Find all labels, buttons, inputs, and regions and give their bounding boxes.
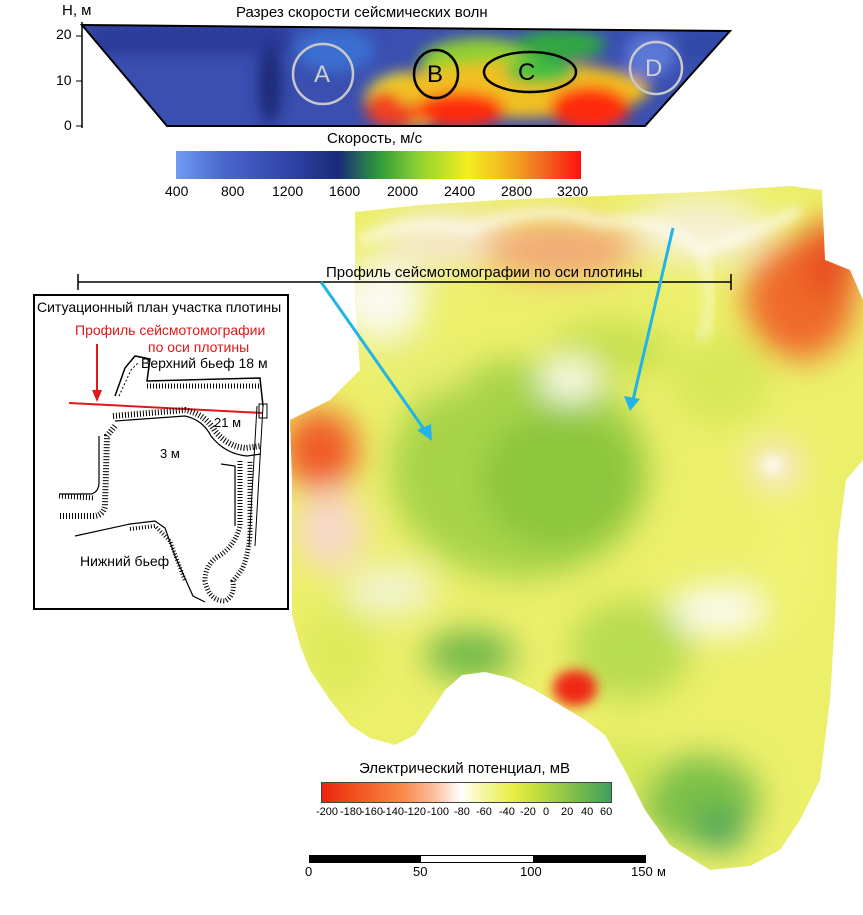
- scale-bar: [309, 855, 646, 863]
- velocity-colorbar-title: Скорость, м/с: [327, 130, 423, 147]
- scale-tick-0: 0: [305, 864, 313, 879]
- potential-tick: -60: [476, 806, 492, 818]
- inset-profile-line: [68, 402, 264, 414]
- scale-tick-150: 150: [631, 864, 653, 879]
- potential-tick: 20: [561, 806, 574, 818]
- potential-colorbar-ticks: -200 -180 -160 -140 -120 -100 -80 -60 -4…: [316, 806, 616, 822]
- velocity-tick-2000: 2000: [387, 183, 419, 199]
- inset-depth-21: 21 м: [214, 415, 242, 430]
- potential-tick: -140: [382, 806, 405, 818]
- potential-tick: -180: [340, 806, 363, 818]
- right-arrow: [631, 227, 675, 401]
- inset-depth-3: 3 м: [160, 446, 180, 461]
- velocity-tick-400: 400: [165, 183, 189, 199]
- inset-frame: [33, 294, 289, 610]
- scale-tick-50: 50: [413, 864, 428, 879]
- velocity-tick-1200: 1200: [272, 183, 304, 199]
- velocity-colorbar: [176, 151, 581, 179]
- inset-profile-label-1: Профиль сейсмотомографии: [75, 322, 266, 338]
- potential-tick: -120: [404, 806, 427, 818]
- inset-profile-label-2: по оси плотины: [148, 339, 250, 355]
- zone-c-marker: [482, 50, 578, 94]
- inset-plan: [58, 344, 268, 604]
- map-profile-label: Профиль сейсмотомографии по оси плотины: [326, 264, 643, 281]
- potential-tick: -80: [454, 806, 470, 818]
- section-y-tick-10: 10: [56, 72, 72, 88]
- left-arrow: [319, 281, 428, 433]
- potential-tick: -200: [316, 806, 339, 818]
- velocity-tick-2400: 2400: [444, 183, 476, 199]
- potential-colorbar: [321, 782, 612, 803]
- velocity-tick-2800: 2800: [501, 183, 533, 199]
- potential-tick: 60: [600, 806, 613, 818]
- section-title: Разрез скорости сейсмических волн: [236, 4, 488, 21]
- zone-b-marker: [412, 48, 460, 100]
- inset-upper-pool: Верхний бьеф 18 м: [141, 355, 268, 371]
- section-outline: [79, 23, 733, 127]
- velocity-section: [76, 22, 733, 128]
- zone-d-marker: [628, 40, 684, 96]
- potential-tick: -160: [361, 806, 384, 818]
- zone-c-label: C: [518, 59, 536, 86]
- scale-tick-100: 100: [520, 864, 542, 879]
- scale-unit: м: [657, 864, 666, 879]
- velocity-tick-800: 800: [221, 183, 245, 199]
- zone-b-label: B: [427, 61, 444, 88]
- zone-a-marker: [291, 42, 355, 106]
- velocity-tick-1600: 1600: [329, 183, 361, 199]
- potential-tick: -20: [520, 806, 536, 818]
- velocity-tick-3200: 3200: [557, 183, 589, 199]
- potential-tick: -40: [499, 806, 515, 818]
- zone-d-label: D: [645, 55, 663, 82]
- section-y-tick-0: 0: [64, 117, 72, 133]
- potential-tick: 0: [543, 806, 550, 818]
- potential-tick: 40: [581, 806, 594, 818]
- inset-title: Ситуационный план участка плотины: [37, 299, 282, 315]
- potential-colorbar-title: Электрический потенциал, мВ: [359, 760, 571, 777]
- section-y-tick-20: 20: [56, 26, 72, 42]
- potential-tick: -100: [427, 806, 450, 818]
- section-y-axis-label: H, м: [62, 2, 92, 19]
- inset-lower-pool: Нижний бьеф: [80, 553, 170, 569]
- zone-a-label: A: [314, 61, 331, 88]
